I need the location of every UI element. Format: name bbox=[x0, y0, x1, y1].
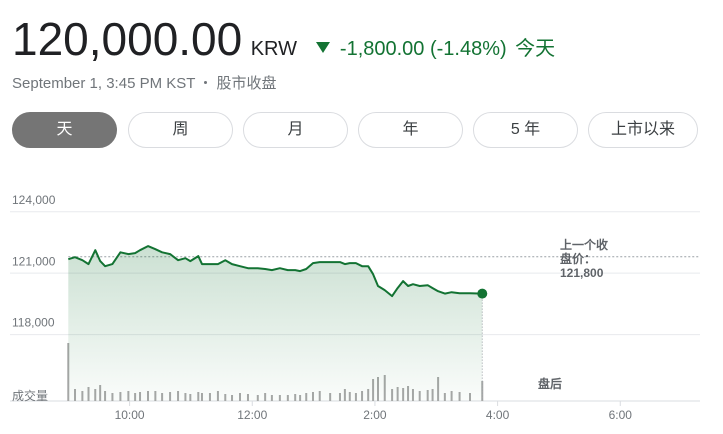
price-line bbox=[68, 245, 483, 298]
x-tick-label: 10:00 bbox=[115, 408, 145, 422]
y-tick-label: 121,000 bbox=[12, 254, 56, 268]
previous-close-text: 上一个收盘价： bbox=[560, 238, 609, 266]
x-tick-label: 12:00 bbox=[237, 408, 267, 422]
range-tab[interactable]: 周 bbox=[128, 112, 233, 148]
y-tick-label: 124,000 bbox=[12, 193, 56, 207]
timestamp: September 1, 3:45 PM KST bbox=[12, 75, 196, 92]
previous-close-value: 121,800 bbox=[560, 266, 604, 280]
price: 120,000.00 bbox=[12, 13, 243, 65]
x-tick-label: 4:00 bbox=[486, 408, 510, 422]
separator bbox=[204, 81, 208, 84]
volume-label: 成交量 bbox=[12, 388, 48, 403]
timestamp-row: September 1, 3:45 PM KST 股市收盘 bbox=[12, 72, 277, 93]
x-tick-label: 2:00 bbox=[363, 408, 387, 422]
down-arrow bbox=[316, 42, 331, 53]
after-hours-label: 盘后 bbox=[538, 376, 562, 391]
range-tab[interactable]: 天 bbox=[12, 112, 117, 148]
change-period: 今天 bbox=[515, 38, 556, 60]
currency: KRW bbox=[250, 38, 297, 60]
quote-header: 120,000.00 KRW -1,800.00 (-1.48%) 今天 bbox=[12, 12, 555, 66]
volume-bar bbox=[67, 343, 70, 401]
change: -1,800.00 (-1.48%) bbox=[339, 38, 507, 60]
range-tab[interactable]: 上市以来 bbox=[588, 112, 698, 148]
previous-close-label: 上一个收盘价： 121,800 bbox=[560, 238, 616, 280]
last-price-dot bbox=[477, 288, 488, 299]
range-tab[interactable]: 月 bbox=[243, 112, 348, 148]
price-area bbox=[68, 246, 483, 401]
range-tab[interactable]: 5 年 bbox=[473, 112, 578, 148]
x-tick-label: 6:00 bbox=[609, 408, 633, 422]
market-status: 股市收盘 bbox=[216, 75, 277, 92]
y-tick-label: 118,000 bbox=[12, 316, 55, 330]
range-tab[interactable]: 年 bbox=[358, 112, 463, 148]
